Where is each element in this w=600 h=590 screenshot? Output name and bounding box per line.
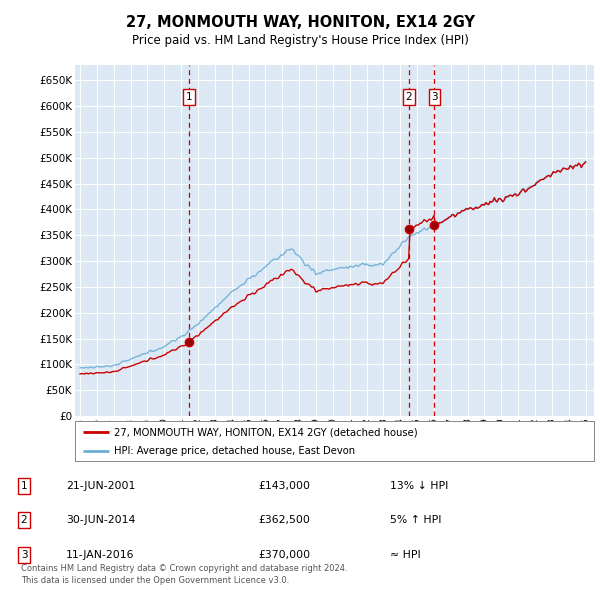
- Text: Contains HM Land Registry data © Crown copyright and database right 2024.
This d: Contains HM Land Registry data © Crown c…: [21, 565, 347, 585]
- Text: ≈ HPI: ≈ HPI: [390, 550, 421, 559]
- Text: 30-JUN-2014: 30-JUN-2014: [66, 516, 136, 525]
- Text: £362,500: £362,500: [258, 516, 310, 525]
- Text: 27, MONMOUTH WAY, HONITON, EX14 2GY: 27, MONMOUTH WAY, HONITON, EX14 2GY: [125, 15, 475, 30]
- Text: 11-JAN-2016: 11-JAN-2016: [66, 550, 134, 559]
- Text: 3: 3: [431, 92, 438, 102]
- Text: Price paid vs. HM Land Registry's House Price Index (HPI): Price paid vs. HM Land Registry's House …: [131, 34, 469, 47]
- Text: £143,000: £143,000: [258, 481, 310, 491]
- Text: 21-JUN-2001: 21-JUN-2001: [66, 481, 136, 491]
- Text: 13% ↓ HPI: 13% ↓ HPI: [390, 481, 448, 491]
- Text: £370,000: £370,000: [258, 550, 310, 559]
- Text: 2: 2: [406, 92, 412, 102]
- Text: 1: 1: [186, 92, 193, 102]
- Text: 2: 2: [20, 516, 28, 525]
- Text: 27, MONMOUTH WAY, HONITON, EX14 2GY (detached house): 27, MONMOUTH WAY, HONITON, EX14 2GY (det…: [114, 427, 418, 437]
- Text: 1: 1: [20, 481, 28, 491]
- Text: HPI: Average price, detached house, East Devon: HPI: Average price, detached house, East…: [114, 445, 355, 455]
- Text: 5% ↑ HPI: 5% ↑ HPI: [390, 516, 442, 525]
- Text: 3: 3: [20, 550, 28, 559]
